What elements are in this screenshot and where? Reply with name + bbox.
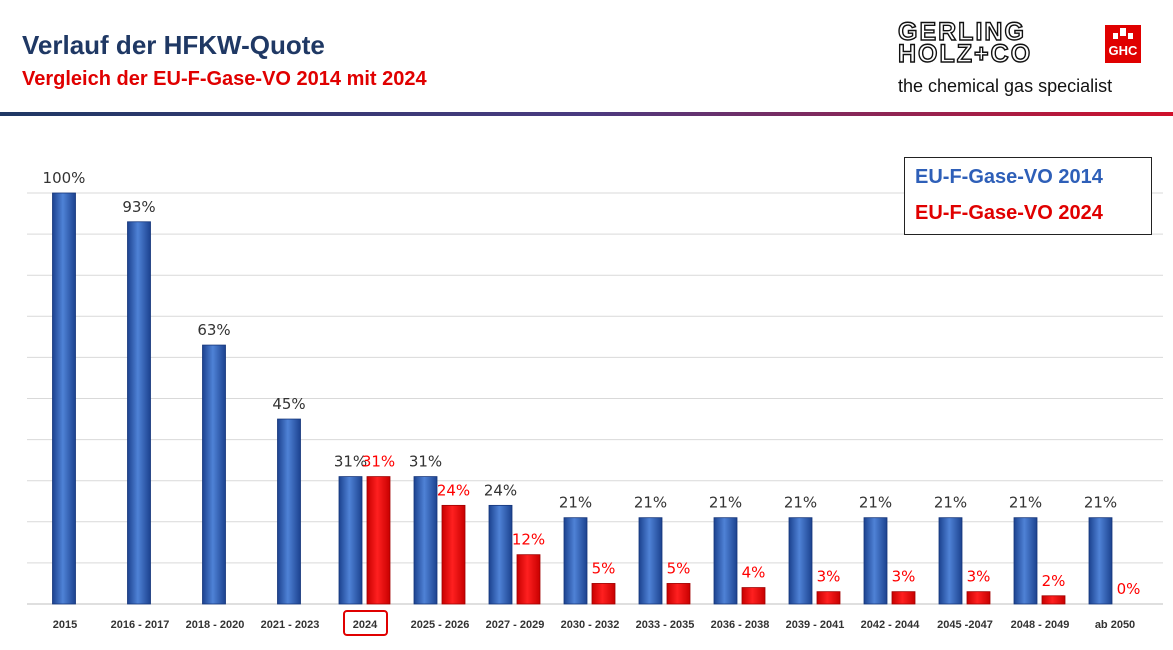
chart-subtitle: Vergleich der EU-F-Gase-VO 2014 mit 2024: [22, 68, 427, 90]
x-tick-label: 2033 - 2035: [636, 619, 695, 631]
data-label: 21%: [634, 494, 667, 512]
x-tick-label: 2021 - 2023: [261, 619, 320, 631]
bar-2014: [713, 517, 738, 605]
data-label: 5%: [592, 559, 616, 577]
bar-2024: [891, 591, 916, 605]
data-label: 3%: [892, 568, 916, 586]
bar-2014: [863, 517, 888, 605]
data-label: 100%: [43, 169, 86, 187]
data-label: 3%: [967, 568, 991, 586]
logo-line-1: GERLING: [897, 18, 1026, 46]
data-label: 12%: [512, 531, 545, 549]
bar-2014: [277, 418, 301, 605]
data-label: 21%: [1084, 494, 1117, 512]
x-tick-label: 2030 - 2032: [561, 619, 620, 631]
bar-2014: [563, 517, 588, 605]
data-label: 2%: [1042, 572, 1066, 590]
bar-2024: [366, 476, 391, 605]
legend-entry-2014: EU-F-Gase-VO 2014: [915, 166, 1103, 188]
x-tick-label: 2024: [353, 619, 378, 631]
data-label: 24%: [484, 481, 517, 499]
x-tick-label: 2039 - 2041: [786, 619, 845, 631]
bar-2024: [816, 591, 841, 605]
logo-mark-icon: GHC: [1105, 25, 1141, 63]
x-tick-label: 2025 - 2026: [411, 619, 470, 631]
data-label: 5%: [667, 559, 691, 577]
bar-2024: [1041, 595, 1066, 605]
bar-2024: [441, 504, 466, 605]
bar-2014: [338, 476, 363, 605]
data-label: 31%: [362, 453, 395, 471]
legend-entry-2024: EU-F-Gase-VO 2024: [915, 202, 1103, 224]
highlight-box: [343, 610, 388, 636]
bar-2024: [741, 587, 766, 605]
x-tick-label: 2048 - 2049: [1011, 619, 1070, 631]
data-label: 31%: [334, 453, 367, 471]
bar-2014: [1088, 517, 1113, 605]
data-label: 4%: [742, 564, 766, 582]
data-label: 93%: [122, 198, 155, 216]
bar-2014: [202, 344, 226, 605]
header-divider: [0, 112, 1173, 116]
data-label: 21%: [1009, 494, 1042, 512]
x-tick-label: ab 2050: [1095, 619, 1135, 631]
bar-2024: [666, 583, 691, 605]
data-label: 21%: [559, 494, 592, 512]
bar-chart: 100%93%63%45%31%31% 31%24% 24%12%21%5%21%5…: [27, 169, 1163, 636]
bar-2014: [52, 192, 76, 605]
chart-title: Verlauf der HFKW-Quote: [22, 30, 325, 60]
x-tick-label: 2042 - 2044: [861, 619, 921, 631]
bar-2014: [638, 517, 663, 605]
x-tick-label: 2027 - 2029: [486, 619, 545, 631]
bar-2014: [788, 517, 813, 605]
x-tick-label: 2045 -2047: [937, 619, 993, 631]
data-label: 45%: [272, 395, 305, 413]
bar-2014: [1013, 517, 1038, 605]
data-label: 21%: [859, 494, 892, 512]
bar-2024: [966, 591, 991, 605]
data-label: 21%: [784, 494, 817, 512]
logo-tagline: the chemical gas specialist: [898, 76, 1113, 96]
logo-line-2: HOLZ+CO: [897, 40, 1033, 68]
bar-2024: [516, 554, 541, 605]
bar-2014: [488, 504, 513, 605]
data-label: 31%: [409, 453, 442, 471]
company-logo: GERLING HOLZ+CO GHC the chemical gas spe…: [896, 18, 1156, 100]
data-label: 21%: [709, 494, 742, 512]
data-label: 0%: [1117, 580, 1141, 598]
data-label: 24%: [437, 481, 470, 499]
bar-2014: [127, 221, 151, 605]
chart-legend: EU-F-Gase-VO 2014 EU-F-Gase-VO 2024: [904, 157, 1152, 235]
data-label: 63%: [197, 321, 230, 339]
x-tick-label: 2016 - 2017: [111, 619, 170, 631]
bar-2014: [413, 476, 438, 605]
x-tick-label: 2015: [53, 619, 77, 631]
bar-2014: [938, 517, 963, 605]
svg-text:GHC: GHC: [1109, 43, 1139, 58]
data-label: 21%: [934, 494, 967, 512]
data-label: 3%: [817, 568, 841, 586]
x-tick-label: 2018 - 2020: [186, 619, 245, 631]
x-tick-label: 2036 - 2038: [711, 619, 770, 631]
bar-2024: [591, 583, 616, 605]
